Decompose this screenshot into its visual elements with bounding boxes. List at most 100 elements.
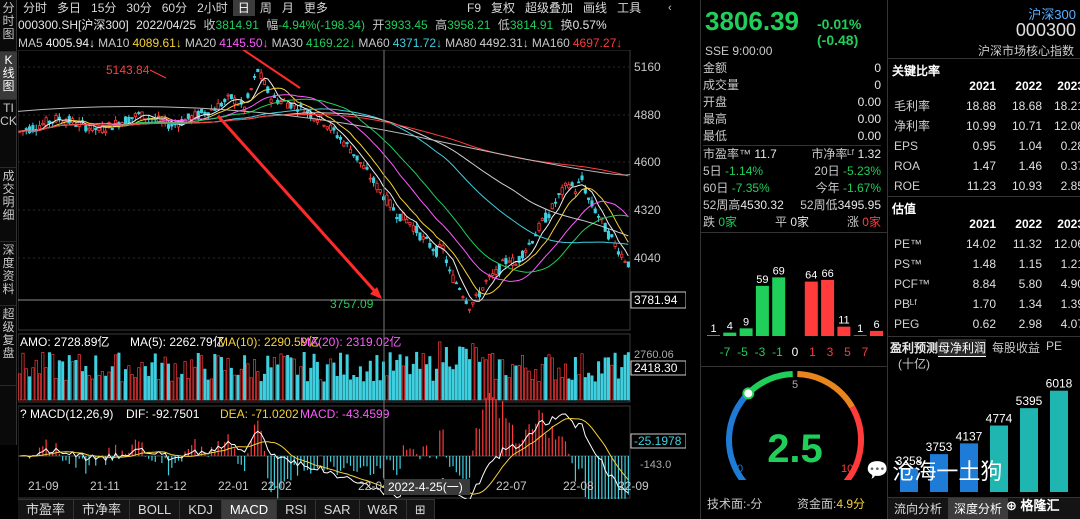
tab-tools[interactable]: 工具 <box>617 1 642 15</box>
tab-flow-analysis[interactable]: 流向分析 <box>894 502 943 516</box>
metric-value: 12.08 <box>1053 119 1080 133</box>
nav-kline[interactable]: K线图 <box>0 52 17 100</box>
candle-body <box>256 68 260 72</box>
tab-adjust[interactable]: 复权 <box>491 1 516 15</box>
year-header: 2022 <box>1015 217 1042 231</box>
tab-15min[interactable]: 15分 <box>91 1 117 15</box>
forecast-bar <box>900 467 918 492</box>
low-value: 3814.91 <box>509 18 554 32</box>
indicator-tab[interactable]: MACD <box>221 500 278 519</box>
volume-bar <box>200 355 204 401</box>
dist-bar-label: 4 <box>727 321 733 333</box>
tab-overlay[interactable]: 超级叠加 <box>525 1 574 15</box>
tab-weekly[interactable]: 周 <box>259 1 272 15</box>
volume-bar <box>464 348 468 401</box>
tab-monthly[interactable]: 月 <box>281 1 294 15</box>
volume-bar <box>147 376 151 401</box>
volume-bar <box>18 373 22 401</box>
collapse-icon[interactable]: ‹ <box>668 2 672 14</box>
indicator-tab[interactable]: KDJ <box>180 500 222 519</box>
volume-bar <box>84 366 88 401</box>
tab-net-profit[interactable]: 母净利润 <box>938 339 987 357</box>
indicator-tab[interactable]: 市盈率 <box>18 500 75 519</box>
tab-depth-analysis[interactable]: 深度分析 <box>948 498 1009 519</box>
volume-bar <box>170 380 174 401</box>
candle-body <box>474 293 478 296</box>
indicator-tab[interactable]: RSI <box>277 500 316 519</box>
volume-bar <box>107 371 111 401</box>
price-change: -0.01% (-0.48) <box>817 16 862 48</box>
tab-f9[interactable]: F9 <box>467 1 482 15</box>
volume-bar <box>150 362 154 401</box>
metric-value: 0.62 <box>972 317 996 331</box>
low-label: 低 <box>497 18 510 32</box>
ma-legend-value: 4169.22↓ <box>305 36 356 50</box>
score-gauge: 2.5 0 5 10 <box>726 371 864 480</box>
indicator-tab[interactable]: SAR <box>316 500 360 519</box>
tab-intraday[interactable]: 分时 <box>23 1 48 15</box>
metric-label: PS™ <box>894 257 923 271</box>
forecast-bar-label: 4774 <box>986 412 1013 426</box>
candle-body <box>606 230 611 240</box>
tab-draw[interactable]: 画线 <box>583 1 608 15</box>
panel-frame <box>18 333 631 403</box>
tab-2hour[interactable]: 2小时 <box>197 1 228 15</box>
candle-body <box>623 261 627 263</box>
candle-body <box>471 301 475 305</box>
volume-bar <box>137 367 141 401</box>
tab-pe[interactable]: PE <box>1046 339 1063 353</box>
candle-body <box>47 120 51 124</box>
candle-body <box>583 188 587 194</box>
indicator-tab[interactable]: W&R <box>360 500 407 519</box>
forecast-bar-label: 3753 <box>926 440 953 454</box>
volume-bar <box>269 367 273 401</box>
indicator-tab[interactable]: 市净率 <box>74 500 131 519</box>
volume-bar <box>577 374 581 401</box>
high-annotation: 5143.84 <box>106 63 150 77</box>
gauge-arc-red <box>843 405 864 480</box>
volume-bar <box>372 381 376 401</box>
metric-value: 0.95 <box>972 139 996 153</box>
tab-more[interactable]: 更多 <box>303 1 328 15</box>
candle-body <box>411 225 415 232</box>
date-tick: 22-01 <box>218 479 249 493</box>
quote-row: 最低 0.00 <box>703 129 881 143</box>
tab-60min[interactable]: 60分 <box>161 1 188 15</box>
tab-eps[interactable]: 每股收益 <box>992 341 1041 355</box>
open-label: 开 <box>372 18 385 32</box>
index-name: 沪深300 <box>1028 7 1076 22</box>
volume-bar <box>530 379 534 401</box>
volume-bar <box>342 374 346 401</box>
candle-body <box>580 175 584 180</box>
volume-bar <box>305 381 309 401</box>
candle-body <box>170 123 174 127</box>
candle-body <box>200 109 204 114</box>
exchange-time: SSE 9:00:00 <box>705 44 773 58</box>
metric-value: 12.06 <box>1053 237 1080 251</box>
tab-30min[interactable]: 30分 <box>126 1 152 15</box>
tab-forecast[interactable]: 盈利预测 <box>890 341 939 355</box>
indicator-tab[interactable]: BOLL <box>130 500 181 519</box>
tab-daily[interactable]: 日 <box>232 0 255 16</box>
candle-body <box>626 261 630 268</box>
volume-bar <box>41 351 45 401</box>
volume-bar <box>21 352 25 401</box>
metric-value: 10.99 <box>965 119 996 133</box>
nav-tick[interactable]: TICK <box>0 100 17 168</box>
nav-depth-info[interactable]: 深度资料 <box>0 242 17 306</box>
candle-body <box>448 269 452 272</box>
nav-intraday[interactable]: 分时图 <box>0 0 17 52</box>
volume-bar <box>117 352 121 401</box>
volume-bar <box>606 357 611 401</box>
add-indicator-icon[interactable]: ⊞ <box>407 500 435 519</box>
nav-super-review[interactable]: 超级复盘 <box>0 306 17 386</box>
volume-bar <box>514 365 518 401</box>
candle-body <box>421 236 425 240</box>
red-arrow-head <box>370 287 382 299</box>
volume-bar <box>296 374 300 401</box>
metric-value: 1.21 <box>1060 257 1080 271</box>
dist-bar <box>821 279 835 336</box>
nav-trade-detail[interactable]: 成交明细 <box>0 168 17 242</box>
tab-multiday[interactable]: 多日 <box>57 1 82 15</box>
